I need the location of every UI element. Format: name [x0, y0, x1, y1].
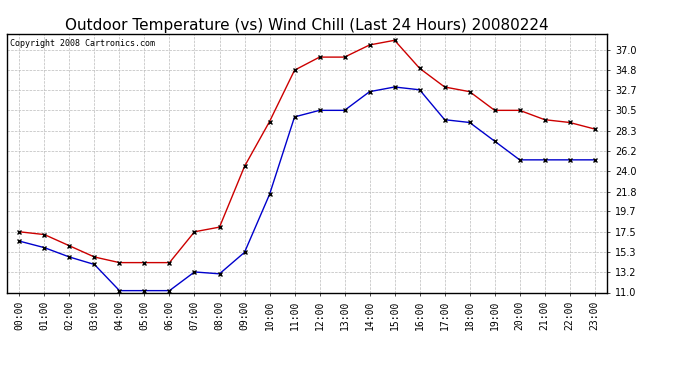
Text: Copyright 2008 Cartronics.com: Copyright 2008 Cartronics.com	[10, 39, 155, 48]
Title: Outdoor Temperature (vs) Wind Chill (Last 24 Hours) 20080224: Outdoor Temperature (vs) Wind Chill (Las…	[66, 18, 549, 33]
